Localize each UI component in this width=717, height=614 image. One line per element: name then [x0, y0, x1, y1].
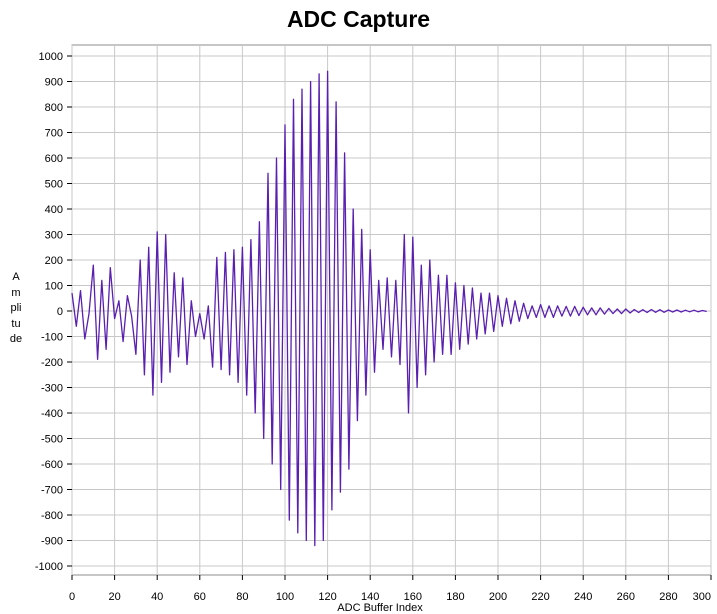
x-tick-label: 200 — [489, 591, 507, 603]
series-group — [71, 70, 707, 547]
x-tick-label: 260 — [617, 591, 635, 603]
x-tick-label: 60 — [194, 591, 206, 603]
x-tick-label: 80 — [236, 591, 248, 603]
y-tick-label: -400 — [41, 408, 63, 420]
x-tick-label: 240 — [574, 591, 592, 603]
y-tick-label: 1000 — [39, 51, 63, 63]
y-axis-label: Amplitude — [9, 271, 23, 345]
series-line — [71, 70, 707, 547]
y-tick-label: 900 — [45, 77, 63, 89]
x-tick-label: 220 — [531, 591, 549, 603]
y-tick-label: 100 — [45, 281, 63, 293]
y-tick-label: 500 — [45, 179, 63, 191]
y-tick-label: -100 — [41, 332, 63, 344]
y-tick-label: -600 — [41, 459, 63, 471]
x-tick-label: 100 — [276, 591, 294, 603]
y-tick-label: -1000 — [35, 561, 63, 573]
x-tick-label: 160 — [404, 591, 422, 603]
y-tick-label: 700 — [45, 128, 63, 140]
grid-lines — [71, 45, 712, 575]
y-tick-label: 400 — [45, 204, 63, 216]
x-tick-label: 180 — [446, 591, 464, 603]
y-tick-label: -500 — [41, 434, 63, 446]
y-axis-ticks: 10009008007006005004003002001000-100-200… — [35, 51, 72, 573]
plot-area — [71, 44, 712, 576]
y-tick-label: 200 — [45, 255, 63, 267]
x-tick-label: 140 — [361, 591, 379, 603]
x-tick-label: 0 — [69, 591, 75, 603]
y-tick-label: -800 — [41, 510, 63, 522]
y-tick-label: -700 — [41, 485, 63, 497]
y-tick-label: 800 — [45, 102, 63, 114]
y-tick-label: -900 — [41, 536, 63, 548]
y-tick-label: 0 — [57, 306, 63, 318]
y-tick-label: -200 — [41, 357, 63, 369]
x-tick-label: 120 — [318, 591, 336, 603]
x-axis-ticks: 0 20 40 60 80 100 120 140 160 180 200 220 240 260 280 3… — [69, 575, 712, 603]
x-tick-label: 40 — [151, 591, 163, 603]
y-tick-label: 600 — [45, 153, 63, 165]
y-tick-label: -300 — [41, 383, 63, 395]
x-tick-label: 300 — [693, 591, 711, 603]
x-tick-label: 20 — [108, 591, 120, 603]
x-tick-label: 280 — [659, 591, 677, 603]
chart-title: ADC Capture — [286, 6, 431, 32]
y-tick-label: 300 — [45, 230, 63, 242]
